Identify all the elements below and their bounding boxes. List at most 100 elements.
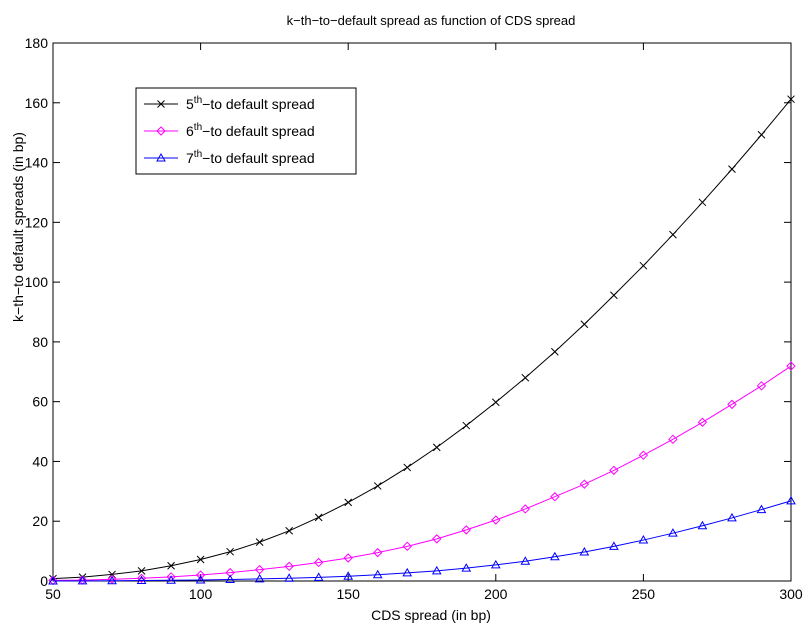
x-tick-label: 250 (632, 586, 656, 602)
series-3-point (609, 541, 619, 550)
series-2-point (756, 381, 767, 391)
series-1-point (108, 570, 116, 579)
series-3-point (372, 569, 383, 579)
legend-entry-1: 5th−to default spread (186, 95, 315, 112)
series-2-point (254, 564, 265, 575)
series-2-point (668, 434, 678, 445)
series-3-point (727, 512, 737, 522)
x-tick-label: 50 (45, 586, 61, 602)
series-line-1 (52, 98, 792, 580)
legend-swatch-marker (156, 126, 166, 136)
series-1-point (491, 398, 500, 407)
series-1-point (462, 421, 471, 430)
y-tick-label: 20 (32, 513, 48, 529)
series-3-point (136, 575, 147, 585)
series-3-point (431, 565, 442, 575)
series-3-point (254, 573, 265, 583)
marker-stroke (373, 482, 382, 490)
marker-stroke (314, 513, 323, 522)
marker-stroke (521, 373, 530, 382)
series-1-point (728, 165, 736, 173)
series-1-point (226, 547, 234, 556)
series-1-point (610, 291, 618, 300)
series-3-point (343, 571, 354, 580)
series-3-point (490, 559, 501, 569)
series-3-point (668, 528, 678, 537)
series-3-point (48, 575, 58, 585)
marker-stroke (639, 261, 648, 270)
series-2-point (520, 504, 531, 514)
series-2-point (313, 557, 324, 568)
series-2-point (638, 450, 649, 460)
series-3-point (402, 567, 413, 577)
series-1-point (521, 373, 530, 382)
legend-entry-superscript: th (194, 122, 202, 133)
series-1-point (196, 555, 205, 564)
series-line-2 (52, 365, 792, 581)
series-3-point (195, 574, 206, 584)
legend-swatch-marker (157, 100, 165, 108)
series-3-point (284, 573, 295, 582)
series-2-point (343, 553, 353, 563)
legend-entry-superscript: th (194, 95, 202, 106)
x-tick-label: 150 (337, 586, 361, 602)
series-3-point (756, 504, 767, 514)
y-tick-label: 100 (25, 274, 49, 290)
series-2-point (727, 399, 737, 410)
chart-title: k−th−to−default spread as function of CD… (287, 13, 576, 28)
series-2-point (432, 534, 442, 544)
series-1-point (344, 498, 353, 507)
series-2-point (373, 547, 383, 558)
series-2-point (697, 417, 708, 427)
marker-stroke (285, 526, 294, 535)
y-tick-label: 80 (32, 334, 48, 350)
series-3-point (313, 572, 324, 581)
series-3-point (579, 546, 590, 556)
legend-entry-number: 6 (186, 123, 194, 139)
marker-stroke (698, 198, 707, 207)
marker-stroke (196, 555, 205, 564)
series-3-point (166, 575, 176, 584)
marker-stroke (491, 398, 500, 407)
marker-stroke (137, 566, 146, 575)
series-3-point (77, 575, 88, 585)
series-1-point (285, 526, 294, 535)
y-tick-label: 40 (32, 453, 48, 469)
legend-entry-text: −to default spread (202, 96, 314, 112)
x-tick-label: 200 (484, 586, 508, 602)
legend-entry-text: −to default spread (202, 123, 314, 139)
x-axis-title: CDS spread (in bp) (371, 607, 491, 623)
series-3-point (107, 575, 117, 585)
series-3-point (461, 563, 472, 572)
series-1-point (580, 320, 589, 329)
series-2-point (786, 361, 796, 371)
series-2-point (550, 492, 560, 502)
legend-entry-number: 5 (186, 96, 194, 112)
y-tick-label: 180 (25, 35, 49, 51)
marker-stroke (550, 347, 559, 356)
series-2-point (579, 479, 590, 489)
series-1-point (255, 538, 264, 546)
series-2-point (284, 561, 294, 572)
series-1-point (167, 561, 175, 570)
marker-stroke (462, 421, 471, 430)
marker-stroke (728, 165, 736, 173)
series-3-point (697, 520, 708, 530)
series-2-point (136, 573, 147, 584)
y-tick-label: 160 (25, 95, 49, 111)
series-1-point (757, 130, 766, 139)
series-2-point (195, 570, 206, 580)
marker-stroke (255, 538, 264, 546)
series-1-point (669, 230, 677, 239)
series-2-point (461, 525, 471, 535)
marker-stroke (669, 230, 677, 239)
series-2-point (402, 541, 412, 552)
y-tick-label: 60 (32, 394, 48, 410)
marker-stroke (787, 95, 795, 104)
series-2-point (491, 515, 501, 525)
marker-stroke (432, 443, 441, 452)
legend-swatch-marker (156, 152, 166, 162)
y-axis-title: k−th−to default spreads (in bp) (10, 132, 26, 322)
